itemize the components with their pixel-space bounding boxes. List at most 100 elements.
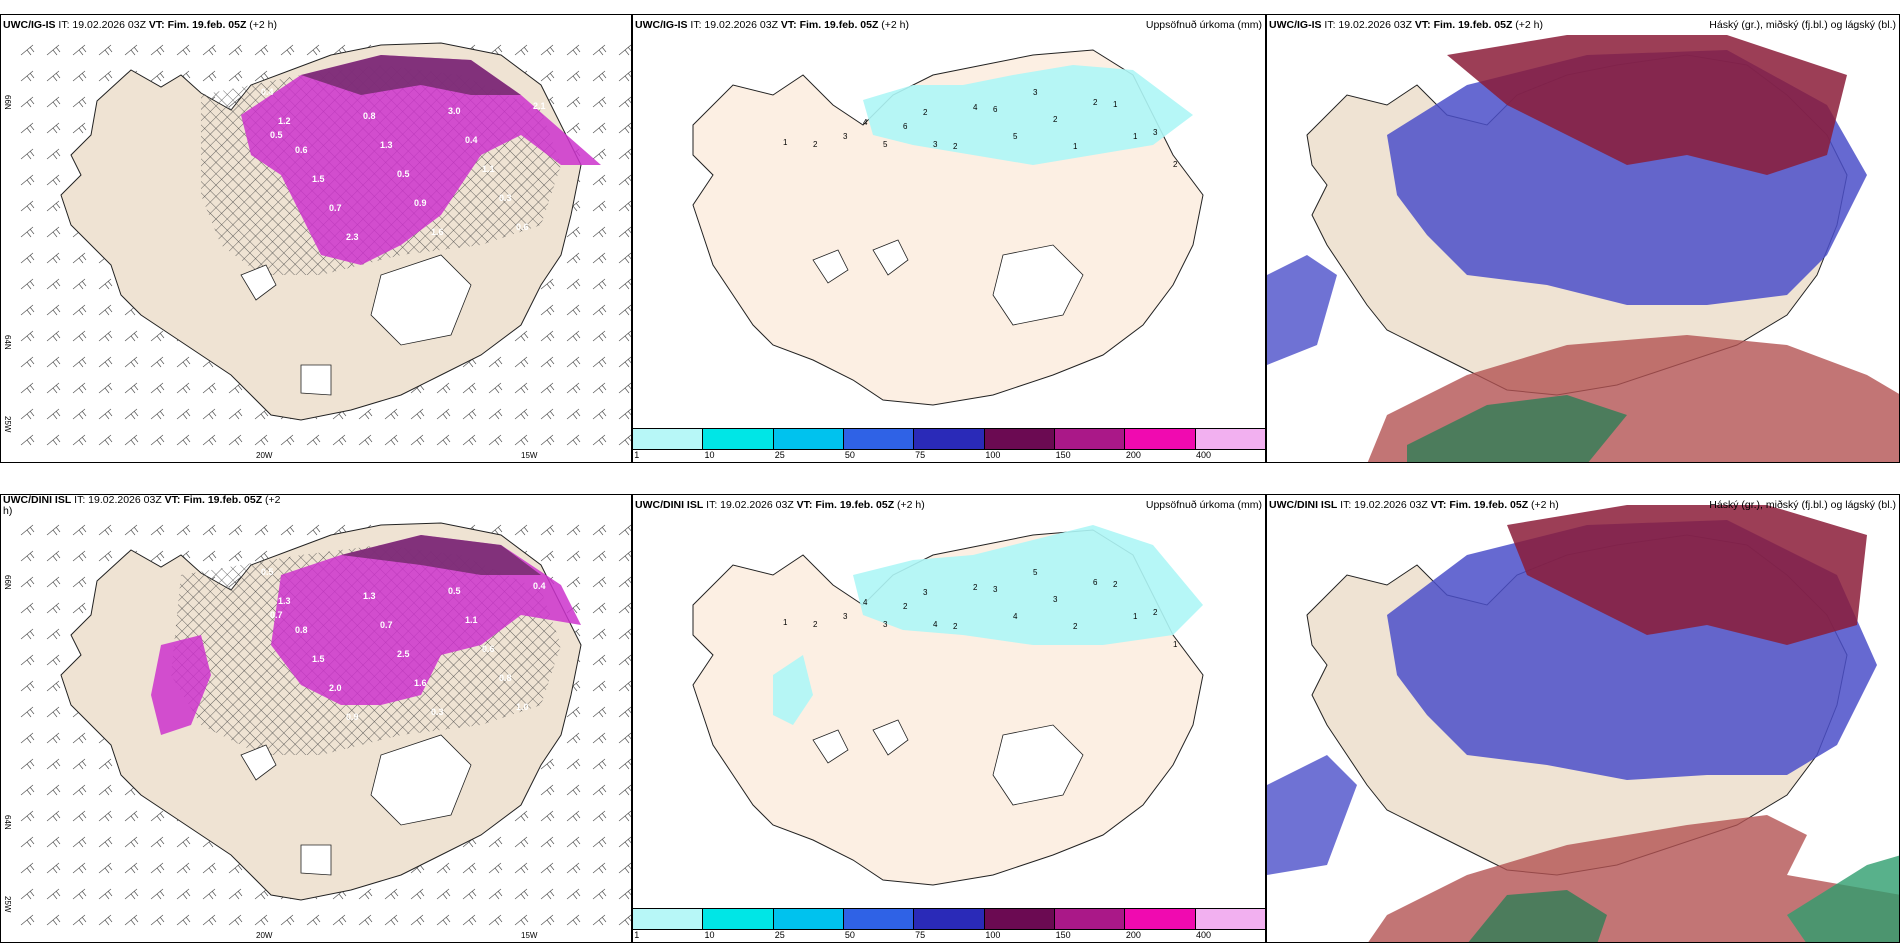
wind-barb: [98, 810, 113, 822]
lon-label-25w: 25W: [3, 895, 12, 912]
precip-value-label: 1: [1173, 640, 1178, 649]
field-value-label: 0.3: [431, 707, 444, 717]
wind-barb: [618, 628, 631, 640]
wind-barb: [46, 576, 61, 588]
wind-barb: [592, 174, 607, 186]
field-value-label: 0.6: [295, 145, 308, 155]
wind-barb: [20, 148, 35, 160]
wind-barb: [566, 810, 581, 822]
wind-barb: [72, 122, 87, 134]
wind-barb: [72, 96, 87, 108]
wind-barb: [358, 408, 373, 420]
wind-barb: [20, 524, 35, 536]
wind-barb: [306, 44, 321, 56]
cloud-high: [1507, 505, 1867, 645]
wind-barb: [618, 226, 631, 238]
wind-barb: [228, 888, 243, 900]
field-value-label: 2.0: [329, 683, 342, 693]
wind-barb: [592, 382, 607, 394]
wind-barb: [592, 122, 607, 134]
wind-barb: [540, 784, 555, 796]
colorbar-segment: [914, 429, 985, 449]
colorbar-segment: [633, 909, 704, 929]
field-value-label: 1.6: [414, 678, 427, 688]
field-value-label: 0.7: [329, 203, 342, 213]
wind-barb: [98, 784, 113, 796]
precip-value-label: 1: [1073, 142, 1078, 151]
wind-barb: [228, 408, 243, 420]
wind-barb: [98, 550, 113, 562]
wind-barb: [46, 732, 61, 744]
wind-barb: [540, 330, 555, 342]
field-value-label: 0.5: [270, 130, 283, 140]
wind-barb: [592, 654, 607, 666]
wind-barb: [98, 70, 113, 82]
wind-barb: [618, 304, 631, 316]
wind-barb: [150, 356, 165, 368]
wind-barb: [72, 408, 87, 420]
wind-barb: [592, 836, 607, 848]
precip-value-label: 4: [933, 620, 938, 629]
wind-barb: [592, 680, 607, 692]
wind-barb: [150, 550, 165, 562]
precip-value-label: 5: [1033, 568, 1038, 577]
precip-value-label: 2: [1073, 622, 1078, 631]
wind-barb: [202, 914, 217, 926]
precip-value-label: 1: [1113, 100, 1118, 109]
field-value-label: 1.5: [312, 654, 325, 664]
wind-barb: [566, 888, 581, 900]
wind-barb: [566, 278, 581, 290]
panel-title: UWC/IG-IS IT: 19.02.2026 03Z VT: Fim. 19…: [3, 19, 278, 31]
precip-value-label: 2: [1053, 115, 1058, 124]
wind-barb: [540, 44, 555, 56]
wind-barb: [540, 862, 555, 874]
wind-barb: [98, 356, 113, 368]
wind-barb: [540, 70, 555, 82]
wind-barb: [20, 44, 35, 56]
wind-barb: [46, 278, 61, 290]
precip-value-label: 3: [923, 588, 928, 597]
wind-barb: [124, 810, 139, 822]
colorbar-tick-label: 75: [915, 930, 926, 940]
precip-value-label: 2: [813, 140, 818, 149]
colorbar-segment: [1195, 909, 1265, 929]
wind-barb: [358, 914, 373, 926]
wind-barb: [202, 524, 217, 536]
wind-barb: [566, 550, 581, 562]
colorbar-segment: [1054, 909, 1126, 929]
precip-dark: [301, 55, 521, 95]
precip-value-label: 2: [923, 108, 928, 117]
field-value-label: 0.4: [465, 135, 478, 145]
wind-barb: [540, 888, 555, 900]
wind-barb: [462, 382, 477, 394]
lon-label-15w: 15W: [521, 451, 538, 460]
field-value-label: 0.3: [499, 193, 512, 203]
wind-barb: [566, 784, 581, 796]
lon-label-25w: 25W: [3, 415, 12, 432]
wind-barb: [150, 810, 165, 822]
wind-barb: [618, 732, 631, 744]
wind-barb: [20, 252, 35, 264]
wind-barb: [592, 732, 607, 744]
panel-title: UWC/DINI ISL IT: 19.02.2026 03Z VT: Fim.…: [635, 499, 925, 511]
wind-barb: [540, 810, 555, 822]
panel-igis-precip-type: UWC/IG-IS IT: 19.02.2026 03Z VT: Fim. 19…: [0, 14, 632, 463]
wind-barb: [124, 524, 139, 536]
wind-barb: [20, 654, 35, 666]
field-value-label: 0.6: [516, 222, 529, 232]
wind-barb: [566, 576, 581, 588]
wind-barb: [566, 382, 581, 394]
wind-barb: [540, 408, 555, 420]
wind-barb: [72, 784, 87, 796]
wind-barb: [462, 434, 477, 446]
panel-subtitle: Uppsöfnuð úrkoma (mm): [1145, 499, 1262, 511]
wind-barb: [46, 784, 61, 796]
wind-barb: [436, 434, 451, 446]
precip-dark: [341, 535, 541, 575]
wind-barb: [46, 706, 61, 718]
wind-barb: [566, 330, 581, 342]
wind-barb: [618, 278, 631, 290]
field-value-label: 0.5: [261, 567, 274, 577]
wind-barb: [72, 732, 87, 744]
precip-value-label: 2: [813, 620, 818, 629]
